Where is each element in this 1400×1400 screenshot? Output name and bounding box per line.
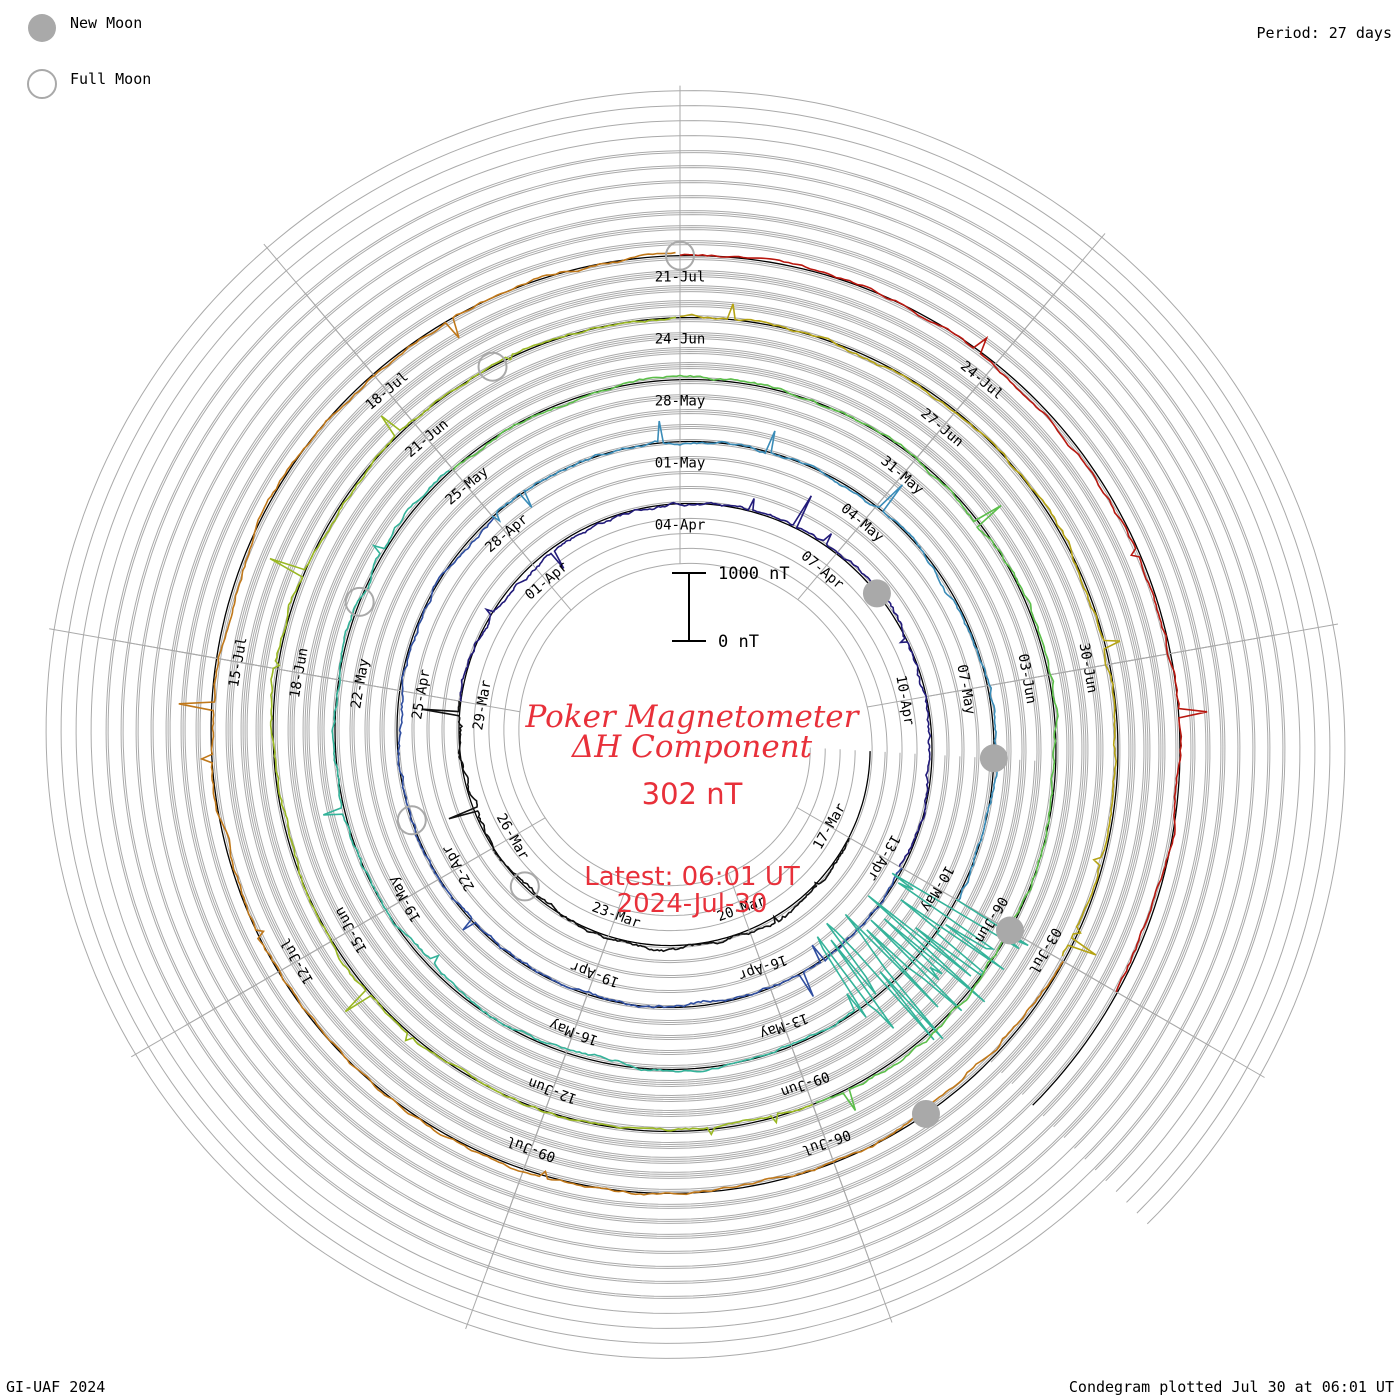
full-moon-marker bbox=[509, 871, 540, 902]
date-label: 15-Jul bbox=[226, 636, 251, 689]
spiral-grid-line bbox=[195, 240, 1196, 1209]
spiral-grid-line bbox=[270, 315, 1121, 1135]
day-spoke bbox=[956, 233, 1106, 410]
spiral-grid-line bbox=[105, 150, 1286, 1299]
date-label: 21-Jul bbox=[655, 270, 706, 286]
date-label: 28-May bbox=[655, 394, 706, 410]
spiral-grid-line bbox=[150, 195, 1241, 1254]
spiral-grid bbox=[45, 90, 1346, 1359]
title-line2: ΔH Component bbox=[571, 729, 813, 765]
scale-bar-bottom-label: 0 nT bbox=[718, 632, 759, 652]
day-spoke bbox=[130, 941, 331, 1058]
new-moon-legend-label: New Moon bbox=[70, 14, 143, 32]
series-line bbox=[679, 303, 1121, 957]
new-moon-legend-icon bbox=[28, 14, 56, 42]
date-label: 12-Jun bbox=[526, 1074, 579, 1106]
day-spoke bbox=[1111, 623, 1339, 665]
date-label: 22-Apr bbox=[439, 842, 478, 894]
full-moon-marker bbox=[477, 351, 508, 382]
date-label: 24-Jun bbox=[655, 332, 706, 348]
plotted-timestamp: Condegram plotted Jul 30 at 06:01 UT bbox=[1068, 1378, 1394, 1396]
current-value: 302 nT bbox=[642, 777, 743, 811]
period-label: Period: 27 days bbox=[1256, 24, 1392, 42]
day-spoke bbox=[263, 243, 413, 421]
new-moon-marker bbox=[862, 579, 891, 608]
date-label: 01-May bbox=[655, 456, 706, 472]
series-line bbox=[452, 374, 1059, 1111]
spiral-grid-line bbox=[120, 165, 1271, 1284]
latest-time: Latest: 06:01 UT bbox=[584, 862, 800, 892]
new-moon-marker bbox=[979, 744, 1008, 773]
spiral-grid-line bbox=[60, 105, 1331, 1344]
spiral-grid-line bbox=[180, 225, 1211, 1224]
spiral-grid-line bbox=[225, 270, 1166, 1179]
date-label: 04-Apr bbox=[655, 518, 706, 534]
new-moon-marker bbox=[995, 916, 1024, 945]
series-line bbox=[421, 700, 850, 953]
scale-bar: 1000 nT 0 nT bbox=[672, 564, 790, 652]
series-line bbox=[397, 517, 903, 1009]
scale-bar-top-label: 1000 nT bbox=[718, 564, 790, 584]
day-spoke bbox=[812, 1106, 893, 1323]
series-line bbox=[269, 316, 813, 1137]
data-series bbox=[178, 251, 1208, 1196]
new-moon-marker bbox=[911, 1099, 940, 1128]
day-spoke bbox=[49, 628, 276, 670]
spiral-grid-line bbox=[90, 135, 1301, 1314]
day-spoke bbox=[465, 1112, 545, 1330]
center-title: Poker Magnetometer ΔH Component 302 nT L… bbox=[525, 699, 861, 919]
series-line bbox=[178, 251, 1064, 1196]
full-moon-marker bbox=[665, 240, 695, 271]
spiral-grid-line bbox=[255, 300, 1136, 1150]
full-moon-legend-icon bbox=[27, 69, 57, 99]
date-label: 17-Mar bbox=[810, 801, 849, 853]
spiral-grid-line bbox=[240, 285, 1151, 1164]
day-spokes bbox=[49, 85, 1339, 1330]
latest-date: 2024-Jul-30 bbox=[617, 889, 768, 919]
full-moon-legend-label: Full Moon bbox=[70, 70, 152, 88]
spiral-grid-line bbox=[165, 210, 1226, 1239]
spiral-grid-line bbox=[45, 90, 1346, 1359]
moon-markers bbox=[344, 240, 1024, 1128]
series-line bbox=[323, 469, 1029, 1073]
date-label: 19-Apr bbox=[568, 958, 621, 990]
series-line bbox=[459, 495, 932, 867]
date-label: 16-May bbox=[547, 1016, 600, 1048]
date-label: 09-Jul bbox=[505, 1132, 558, 1164]
credit-label: GI-UAF 2024 bbox=[6, 1378, 106, 1396]
spiral-grid-line bbox=[75, 120, 1316, 1329]
spiral-grid-line bbox=[135, 180, 1256, 1269]
full-moon-marker bbox=[344, 586, 375, 617]
title-line1: Poker Magnetometer bbox=[525, 699, 861, 735]
day-spoke bbox=[1065, 962, 1265, 1078]
series-line bbox=[679, 253, 1208, 993]
full-moon-marker bbox=[396, 805, 427, 836]
